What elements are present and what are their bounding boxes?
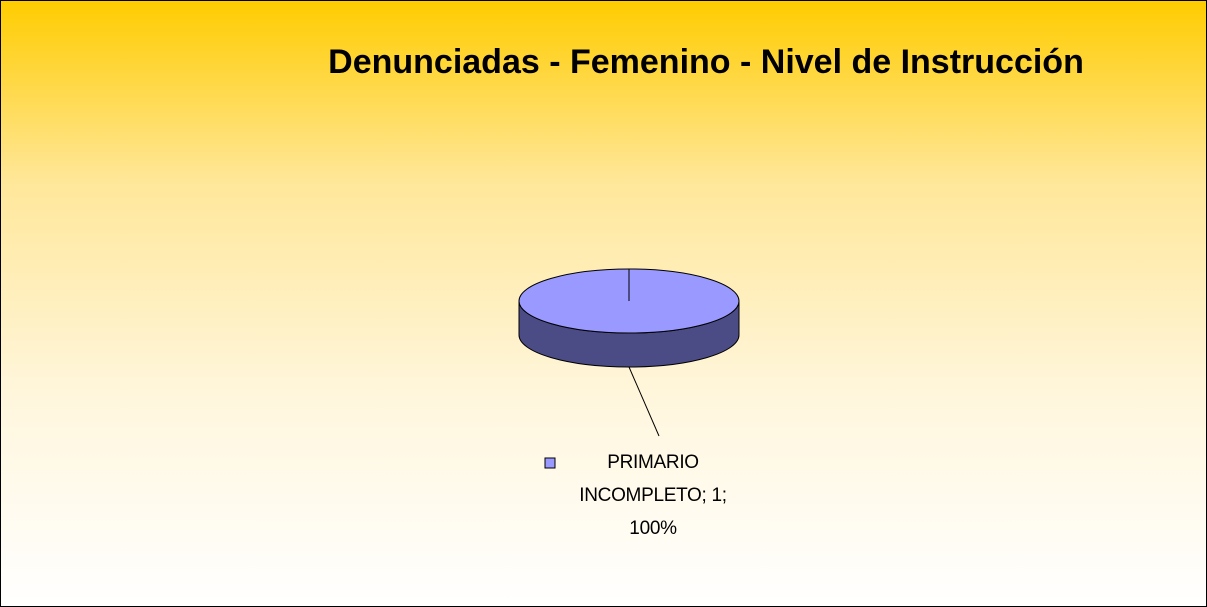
data-label-box: PRIMARIO INCOMPLETO; 1; 100% — [579, 452, 727, 539]
chart-title: Denunciadas - Femenino - Nivel de Instru… — [328, 43, 1084, 81]
legend-key — [544, 457, 556, 469]
data-label: PRIMARIO INCOMPLETO; 1; 100% — [579, 452, 727, 539]
leader-line — [628, 366, 660, 437]
